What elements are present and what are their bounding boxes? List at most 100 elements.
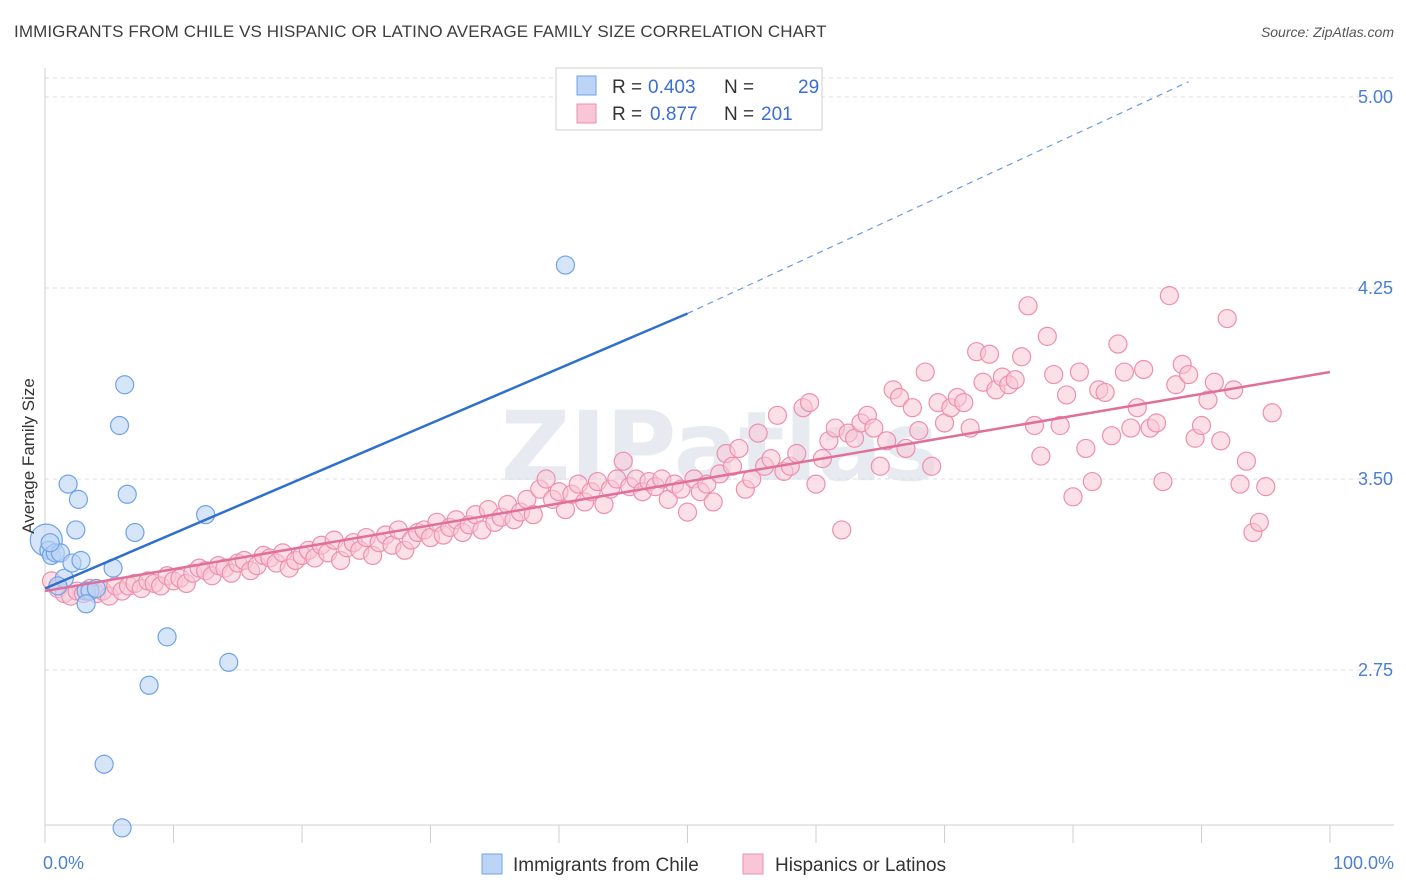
hispanic-point-190 bbox=[1262, 403, 1282, 423]
legend-r-value-2: 0.877 bbox=[650, 104, 698, 125]
hispanic-point-180 bbox=[1198, 390, 1218, 410]
chile-point-23 bbox=[157, 627, 177, 647]
hispanic-point-175 bbox=[1166, 375, 1186, 395]
chile-point-22 bbox=[139, 675, 159, 695]
hispanic-point-130 bbox=[877, 431, 897, 451]
legend-swatch-hispanic bbox=[576, 103, 597, 124]
hispanic-point-135 bbox=[909, 421, 929, 441]
chart-title: IMMIGRANTS FROM CHILE VS HISPANIC OR LAT… bbox=[14, 22, 827, 41]
hispanic-point-77 bbox=[536, 469, 556, 489]
hispanic-point-142 bbox=[954, 393, 974, 413]
hispanic-point-132 bbox=[889, 387, 910, 408]
y-axis-label: Average Family Size bbox=[19, 378, 38, 534]
y-tick-label-0: 2.75 bbox=[1358, 660, 1393, 680]
chile-point-17 bbox=[109, 415, 130, 436]
hispanic-point-99 bbox=[677, 502, 698, 522]
chile-point-13 bbox=[76, 594, 96, 614]
legend-r-label-2: R = bbox=[612, 104, 642, 125]
hispanic-point-165 bbox=[1101, 426, 1122, 446]
hispanic-point-174 bbox=[1159, 286, 1179, 306]
x-tick-right: 100.0% bbox=[1333, 853, 1394, 873]
chart-source: Source: ZipAtlas.com bbox=[1260, 24, 1394, 40]
chile-trend-extension bbox=[687, 81, 1189, 315]
chile-point-26 bbox=[555, 255, 576, 275]
bottom-legend: Immigrants from Chile Hispanics or Latin… bbox=[481, 853, 946, 876]
hispanic-point-155 bbox=[1037, 326, 1057, 346]
y-tick-label-3: 5.00 bbox=[1358, 87, 1393, 107]
chile-point-6 bbox=[58, 474, 78, 494]
chile-point-8 bbox=[66, 520, 86, 540]
legend-n-label-2: N = bbox=[724, 104, 754, 125]
hispanic-point-168 bbox=[1121, 418, 1141, 438]
trend-lines bbox=[44, 81, 1331, 593]
hispanic-point-137 bbox=[922, 456, 942, 476]
axes bbox=[44, 68, 1394, 843]
hispanic-point-173 bbox=[1153, 471, 1173, 492]
chile-point-9 bbox=[68, 489, 89, 509]
bottom-legend-swatch-chile bbox=[481, 853, 503, 875]
hispanic-point-186 bbox=[1236, 451, 1257, 471]
hispanic-point-166 bbox=[1108, 334, 1128, 354]
hispanic-point-116 bbox=[787, 443, 807, 464]
hispanic-point-153 bbox=[1024, 415, 1045, 436]
hispanic-point-150 bbox=[1005, 370, 1025, 390]
hispanic-trend-line bbox=[44, 370, 1331, 593]
chile-point-21 bbox=[125, 522, 145, 543]
hispanic-point-110 bbox=[748, 423, 768, 443]
hispanic-point-181 bbox=[1204, 372, 1224, 392]
hispanic-point-146 bbox=[979, 344, 1000, 364]
legend-n-label-1: N = bbox=[724, 77, 754, 98]
hispanic-point-152 bbox=[1018, 296, 1038, 316]
hispanic-point-158 bbox=[1056, 385, 1077, 405]
hispanic-point-183 bbox=[1217, 308, 1237, 329]
hispanic-point-157 bbox=[1050, 415, 1070, 436]
chile-point-15 bbox=[94, 754, 114, 774]
hispanic-point-154 bbox=[1031, 446, 1051, 466]
y-tick-labels: 2.75 3.50 4.25 5.00 bbox=[1358, 87, 1393, 680]
chile-points bbox=[29, 255, 576, 838]
hispanic-point-162 bbox=[1082, 471, 1102, 492]
hispanic-point-188 bbox=[1249, 512, 1269, 532]
chile-trend-line bbox=[44, 312, 688, 590]
bottom-legend-swatch-hispanic bbox=[742, 853, 764, 875]
hispanic-point-177 bbox=[1179, 364, 1199, 385]
hispanic-point-106 bbox=[722, 456, 743, 476]
hispanic-point-123 bbox=[832, 520, 852, 540]
hispanic-point-156 bbox=[1044, 364, 1064, 385]
hispanic-point-160 bbox=[1069, 362, 1090, 382]
hispanic-point-172 bbox=[1146, 413, 1167, 433]
hispanic-point-185 bbox=[1230, 474, 1250, 494]
hispanic-point-129 bbox=[870, 456, 890, 476]
hispanic-point-136 bbox=[915, 362, 935, 382]
hispanic-point-98 bbox=[671, 479, 691, 499]
hispanic-point-164 bbox=[1095, 382, 1115, 403]
hispanic-point-159 bbox=[1063, 487, 1083, 507]
chile-point-27 bbox=[40, 533, 60, 553]
hispanic-point-107 bbox=[729, 438, 749, 459]
chile-point-25 bbox=[219, 652, 239, 672]
hispanic-point-89 bbox=[613, 451, 633, 471]
legend-r-value-1: 0.403 bbox=[648, 77, 696, 98]
hispanic-point-119 bbox=[806, 474, 826, 494]
hispanic-point-128 bbox=[864, 418, 884, 438]
hispanic-point-103 bbox=[703, 492, 723, 512]
chile-point-18 bbox=[115, 375, 135, 395]
legend-n-value-2: 201 bbox=[761, 104, 793, 125]
hispanic-point-170 bbox=[1134, 359, 1154, 380]
hispanic-point-167 bbox=[1114, 362, 1135, 382]
bottom-legend-chile: Immigrants from Chile bbox=[513, 855, 699, 876]
x-tick-left: 0.0% bbox=[43, 853, 84, 873]
chile-point-10 bbox=[71, 550, 91, 571]
legend-swatch-chile bbox=[576, 75, 597, 96]
hispanic-point-161 bbox=[1076, 438, 1096, 459]
chile-point-19 bbox=[112, 818, 132, 838]
legend: R = 0.403 N = 29 R = 0.877 N = 201 bbox=[555, 67, 823, 131]
hispanic-point-169 bbox=[1127, 398, 1147, 418]
bottom-legend-hispanic: Hispanics or Latinos bbox=[775, 855, 946, 876]
hispanic-point-113 bbox=[767, 405, 788, 425]
legend-n-value-1: 29 bbox=[798, 77, 819, 98]
chile-point-20 bbox=[117, 484, 137, 504]
y-tick-label-1: 3.50 bbox=[1358, 469, 1393, 489]
hispanic-point-179 bbox=[1191, 415, 1212, 436]
